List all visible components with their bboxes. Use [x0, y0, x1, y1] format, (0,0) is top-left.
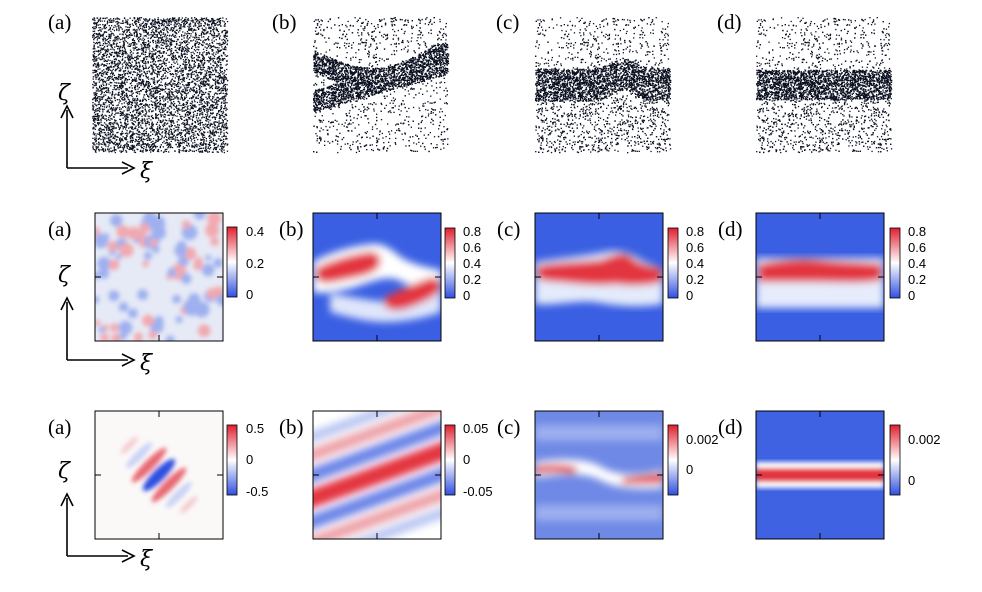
- axis-arrows-row3: [60, 492, 136, 563]
- correlation-map-d: [756, 411, 884, 539]
- cbar-c-tick-4: 0.2: [686, 272, 704, 287]
- row-particles: (a) (b) (c) (d) ζ ξ: [48, 10, 893, 184]
- cbar3-b-tick-1: 0.05: [463, 421, 488, 436]
- density-map-a: [95, 213, 223, 341]
- frames-row3: [94, 410, 885, 540]
- panel-label-d-row2: (d): [718, 217, 743, 241]
- panel-label-a-row2: (a): [48, 217, 71, 241]
- cbar-d-tick-5: 0: [908, 288, 915, 303]
- cbar-b-tick-1: 0.8: [463, 224, 481, 239]
- frames-row2: [94, 212, 885, 342]
- panel-label-c-row3: (c): [497, 415, 520, 439]
- colorbar-correlation-b: 0.05 0 -0.05: [444, 421, 493, 499]
- colorbar-density-b: 0.8 0.6 0.4 0.2 0: [444, 224, 481, 303]
- cbar-c-tick-5: 0: [686, 288, 693, 303]
- cbar3-c-tick-2: 0: [686, 462, 693, 477]
- correlation-map-c: [535, 411, 663, 539]
- zeta-label-row2: ζ: [58, 263, 72, 288]
- panel-label-b-row3: (b): [279, 415, 304, 439]
- cbar3-d-tick-2: 0: [908, 473, 915, 488]
- cbar-b-tick-2: 0.6: [463, 240, 481, 255]
- cbar-a-tick-1: 0.4: [246, 224, 264, 239]
- panel-label-a-row3: (a): [48, 415, 71, 439]
- cbar-b-tick-5: 0: [463, 288, 470, 303]
- xi-label-row2: ξ: [140, 351, 154, 376]
- cbar-d-tick-3: 0.4: [908, 256, 926, 271]
- particles-panel-c: [535, 17, 672, 154]
- row-correlation: (a) (b) (c) (d): [48, 410, 941, 572]
- cbar-a-tick-3: 0: [246, 287, 253, 302]
- cbar-d-tick-4: 0.2: [908, 272, 926, 287]
- panel-label-d-row1: (d): [717, 10, 742, 34]
- xi-label-row1: ξ: [140, 159, 154, 184]
- colorbar-density-c: 0.8 0.6 0.4 0.2 0: [667, 224, 704, 303]
- panel-label-b-row2: (b): [279, 217, 304, 241]
- panel-label-b-row1: (b): [272, 10, 297, 34]
- cbar-a-tick-2: 0.2: [246, 256, 264, 271]
- density-map-d: [756, 213, 884, 341]
- colorbar-density-a: 0.4 0.2 0: [226, 224, 264, 302]
- cbar-b-tick-4: 0.2: [463, 272, 481, 287]
- panel-label-a-row1: (a): [48, 10, 71, 34]
- zeta-label-row1: ζ: [58, 81, 72, 106]
- cbar-c-tick-3: 0.4: [686, 256, 704, 271]
- cbar-b-tick-3: 0.4: [463, 256, 481, 271]
- xi-label-row3: ξ: [140, 547, 154, 572]
- panel-label-d-row3: (d): [718, 415, 743, 439]
- row-density: (a) (b) (c) (d): [48, 212, 926, 376]
- axis-arrows-row1: [60, 104, 136, 175]
- particles-panel-a: [92, 17, 229, 154]
- particles-panel-b: [313, 17, 450, 154]
- cbar3-a-tick-2: 0: [246, 452, 253, 467]
- colorbar-correlation-c: 0.002 0: [667, 424, 719, 496]
- panel-label-c-row2: (c): [497, 217, 520, 241]
- particles-panel-d: [756, 17, 893, 154]
- cbar3-a-tick-1: 0.5: [246, 421, 264, 436]
- colorbar-correlation-d: 0.002 0: [889, 424, 941, 496]
- cbar3-a-tick-3: -0.5: [246, 484, 268, 499]
- cbar-d-tick-2: 0.6: [908, 240, 926, 255]
- density-map-b: [313, 213, 441, 341]
- panel-label-c-row1: (c): [496, 10, 519, 34]
- correlation-map-b: [313, 411, 441, 539]
- cbar3-b-tick-2: 0: [463, 452, 470, 467]
- cbar-d-tick-1: 0.8: [908, 224, 926, 239]
- cbar-c-tick-1: 0.8: [686, 224, 704, 239]
- axis-arrows-row2: [60, 296, 136, 367]
- cbar-c-tick-2: 0.6: [686, 240, 704, 255]
- cbar3-d-tick-1: 0.002: [908, 432, 941, 447]
- cbar3-b-tick-3: -0.05: [463, 484, 493, 499]
- colorbar-density-d: 0.8 0.6 0.4 0.2 0: [889, 224, 926, 303]
- zeta-label-row3: ζ: [58, 459, 72, 484]
- colorbar-correlation-a: 0.5 0 -0.5: [226, 421, 268, 499]
- cbar3-c-tick-1: 0.002: [686, 432, 719, 447]
- correlation-map-a: [95, 411, 223, 539]
- density-map-c: [535, 213, 663, 341]
